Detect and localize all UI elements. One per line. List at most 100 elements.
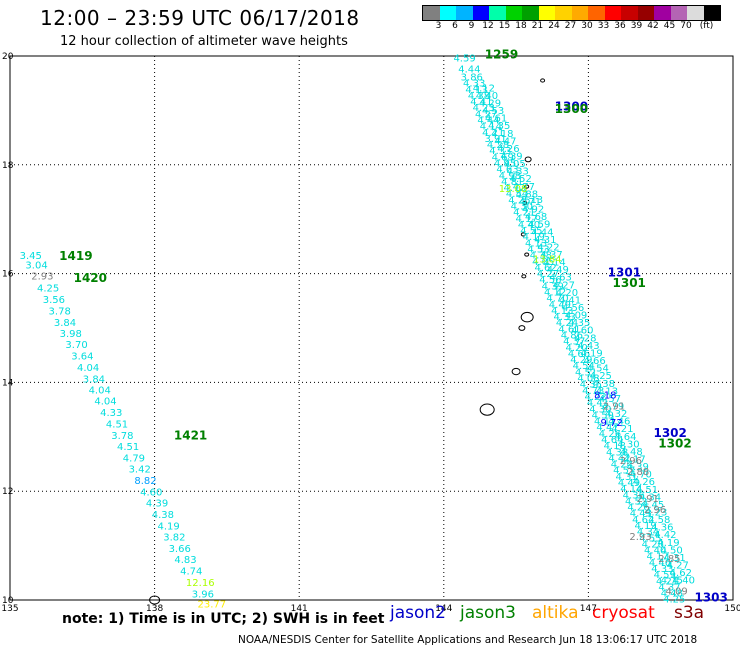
wave-height-label: 4.13 [551,306,573,317]
wave-height-label: 4.12 [544,288,566,299]
wave-height-label: 4.33 [651,564,673,575]
island-outline [524,184,530,189]
wave-height-label: 4.54 [587,364,609,375]
wave-height-label: 4.25 [663,595,685,606]
wave-height-label: 4.29 [570,355,592,366]
wave-height-label: 4.04 [89,385,111,396]
wave-height-label: 4.19 [657,538,679,549]
y-tick-label: 16 [2,270,14,280]
wave-height-label: 4.26 [599,429,621,440]
wave-height-label: 4.40 [673,576,695,587]
wave-height-label: 4.21 [656,576,678,587]
color-swatch [654,6,671,20]
wave-height-label: 4.39 [542,281,564,292]
y-tick-label: 10 [2,596,14,606]
wave-height-label: 4.59 [592,410,614,421]
wave-height-label: 4.21 [482,128,504,139]
wave-height-label: 4.28 [574,333,596,344]
wave-height-label: 4.17 [515,214,537,225]
wave-height-label: 4.19 [157,521,179,532]
wave-height-label: 4.18 [491,129,513,140]
wave-height-label: 9.72 [600,418,622,429]
wave-height-label: 4.04 [94,397,116,408]
color-swatch [555,6,572,20]
x-tick-label: 138 [146,604,163,614]
wave-height-label: 2.85 [658,554,680,565]
wave-height-label: 4.05 [532,257,554,268]
wave-height-label: 4.25 [508,195,530,206]
pass-time-label: 1420 [74,271,107,285]
wave-height-label: 4.66 [568,349,590,360]
wave-height-label: 3.13 [521,195,543,206]
wave-height-label: 4.24 [556,318,578,329]
wave-height-label: 4.51 [117,442,139,453]
wave-height-label: 4.63 [550,273,572,284]
wave-height-label: 4.28 [487,140,509,151]
color-scale-label: 15 [498,21,511,31]
wave-height-label: 4.56 [562,303,584,314]
wave-height-label: 3.98 [60,329,82,340]
wave-height-label: 4.38 [593,379,615,390]
wave-height-label: 4.44 [531,227,553,238]
wave-height-label: 4.21 [513,208,535,219]
wave-height-label: 4.38 [468,91,490,102]
wave-height-label: 4.61 [485,114,507,125]
island-outline [149,595,161,605]
wave-height-label: 4.54 [573,361,595,372]
map-subtitle: 12 hour collection of altimeter wave hei… [60,34,348,49]
wave-height-label: 4.17 [624,454,646,465]
color-swatch [489,6,506,20]
legend-s3a: s3a [674,603,705,623]
wave-height-label: 4.71 [519,197,541,208]
wave-height-label: 8.82 [134,476,156,487]
wave-height-label: 4.40 [644,546,666,557]
wave-height-label: 4.95 [494,158,516,169]
island-outline [524,252,530,257]
wave-height-label: 4.13 [525,238,547,249]
y-tick-label: 18 [2,161,14,171]
wave-height-label: 4.62 [535,263,557,274]
color-swatch [621,6,638,20]
wave-height-label: 4.34 [637,527,659,538]
wave-height-label: 3.04 [25,261,47,272]
wave-height-label: 4.37 [563,337,585,348]
y-tick-label: 14 [2,378,14,388]
pass-time-label: 1300 [555,102,588,116]
wave-height-label: 4.83 [174,555,196,566]
wave-height-label: 3.78 [49,306,71,317]
island-outline [522,200,528,205]
pass-time-label: 1421 [174,429,207,443]
wave-height-label: 4.31 [534,235,556,246]
wave-height-label: 4.14 [620,484,642,495]
wave-height-label: 4.92 [522,205,544,216]
wave-height-label: 13.08 [499,184,528,195]
wave-height-label: 4.26 [497,144,519,155]
island-outline [540,78,546,83]
color-swatch [571,6,588,20]
color-scale-label: 70 [680,21,692,31]
wave-height-label: 4.53 [482,106,504,117]
color-swatch [670,6,687,20]
wave-height-label: 4.38 [530,251,552,262]
wave-height-label: 2.93 [629,532,651,543]
pass-time-label: 1301 [608,265,641,279]
wave-height-label: 12.16 [186,578,215,589]
island-outline [520,232,526,237]
wave-height-label: 4.59 [528,220,550,231]
wave-height-label: 4.64 [601,435,623,446]
wave-height-label: 4.42 [608,453,630,464]
x-tick-label: 150 [724,604,740,614]
wave-height-label: 3.96 [192,589,214,600]
pass-time-label: 1303 [694,591,727,605]
wave-height-label: 4.49 [618,478,640,489]
wave-height-label: 4.14 [543,258,565,269]
wave-height-label: 2.96 [620,456,642,467]
wave-height-label: 4.19 [580,348,602,359]
wave-height-label: 4.28 [642,539,664,550]
color-scale-label: 9 [468,21,475,31]
wave-height-label: 4.09 [666,587,688,598]
wave-height-label: 4.27 [537,269,559,280]
wave-height-label: 4.19 [523,232,545,243]
wave-height-label: 4.23 [473,103,495,114]
wave-height-label: 4.39 [627,462,649,473]
